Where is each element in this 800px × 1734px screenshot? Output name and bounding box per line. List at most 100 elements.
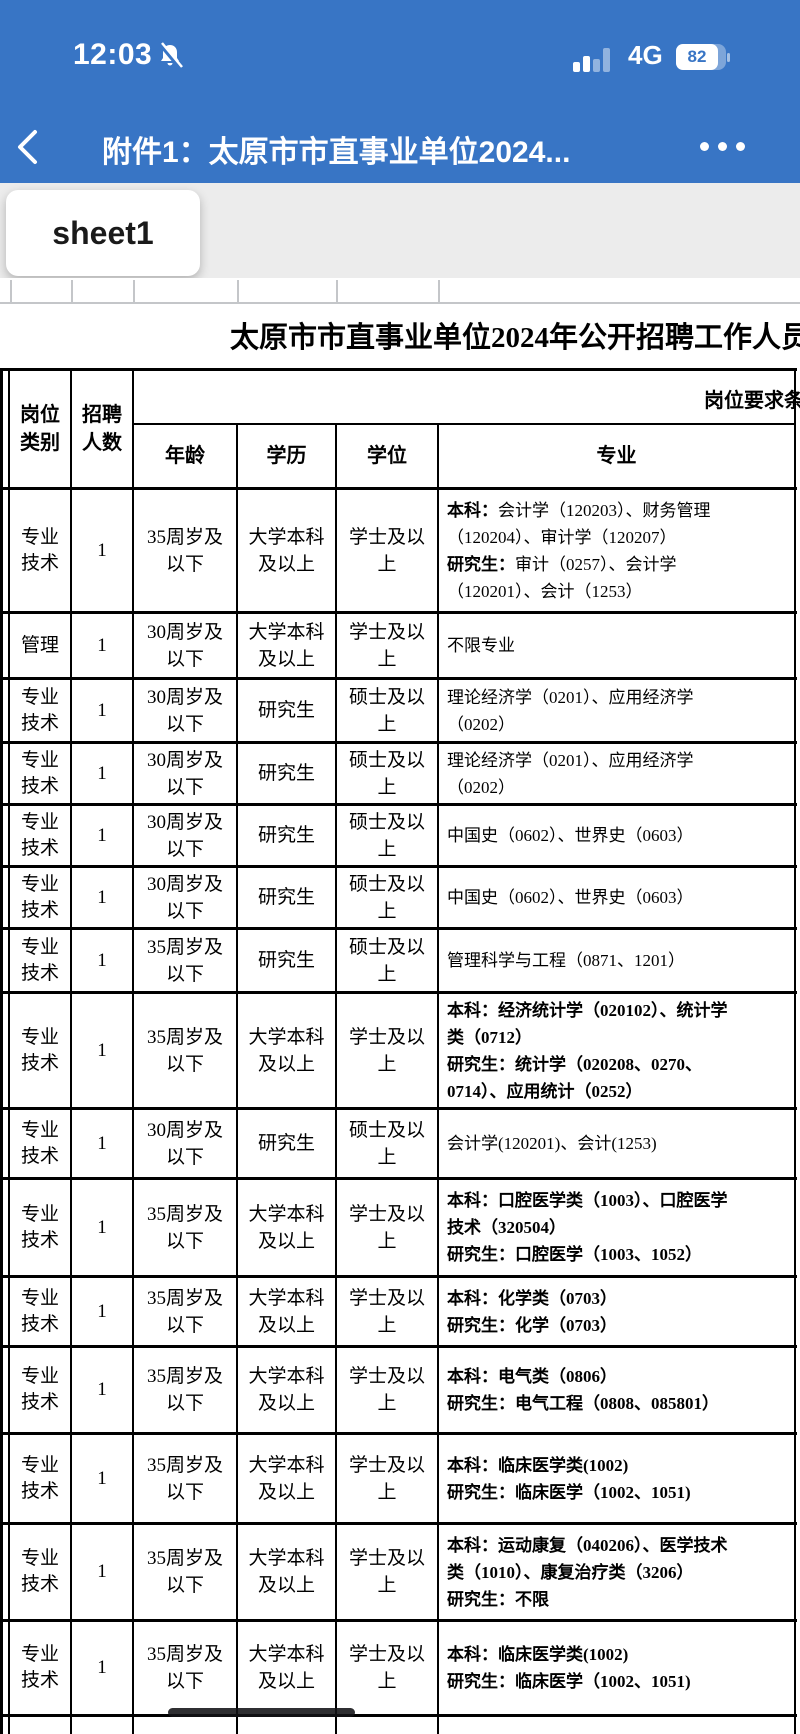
header-count-cell[interactable]: 招聘 人数 (72, 371, 134, 487)
cell-major[interactable]: 理论经济学（0201）、应用经济学 （0202） (439, 744, 796, 803)
header-major-cell[interactable]: 专业 (439, 425, 796, 487)
cell-edu[interactable]: 大学本科 及以上 (238, 614, 337, 677)
cell-degree[interactable]: 学士及以 上 (337, 490, 439, 611)
cell-edu[interactable]: 研究生 (238, 806, 337, 865)
cell-major[interactable]: 本科：临床医学类（1002）研究生：临床医学（1002、1051) (439, 1717, 796, 1734)
cell-edu[interactable]: 研究生 (238, 680, 337, 741)
header-category-cell[interactable]: 岗位 类别 (10, 371, 72, 487)
header-degree-cell[interactable]: 学位 (337, 425, 439, 487)
cell-count[interactable]: 1 (72, 1110, 134, 1177)
cell-degree[interactable]: 学士及以 上 (337, 1180, 439, 1275)
cell-degree[interactable]: 学士及以 上 (337, 1435, 439, 1522)
cell-count[interactable]: 1 (72, 930, 134, 991)
cell-degree[interactable]: 学士及以 上 (337, 1348, 439, 1432)
cell-category[interactable]: 专业 技术 (10, 1717, 72, 1734)
cell-edu[interactable]: 大学本科 及以上 (238, 1180, 337, 1275)
cell-degree[interactable]: 硕士及以 上 (337, 680, 439, 741)
cell-age[interactable]: 35周岁及 以下 (134, 1525, 238, 1619)
cell-count[interactable]: 1 (72, 1717, 134, 1734)
cell-edu[interactable]: 大学本科 及以上 (238, 1622, 337, 1714)
cell-age[interactable]: 35周岁及 以下 (134, 1348, 238, 1432)
cell-age[interactable]: 30周岁及 以下 (134, 680, 238, 741)
cell-degree[interactable]: 硕士及以 上 (337, 744, 439, 803)
header-edu-cell[interactable]: 学历 (238, 425, 337, 487)
cell-major[interactable]: 本科：化学类（0703） 研究生：化学（0703） (439, 1278, 796, 1345)
cell-category[interactable]: 专业 技术 (10, 806, 72, 865)
cell-count[interactable]: 1 (72, 806, 134, 865)
horizontal-scrollbar[interactable] (168, 1708, 355, 1717)
cell-edu[interactable]: 大学本科 及以上 (238, 1348, 337, 1432)
cell-count[interactable]: 1 (72, 614, 134, 677)
cell-count[interactable]: 1 (72, 1435, 134, 1522)
cell-category[interactable]: 专业 技术 (10, 1435, 72, 1522)
cell-category[interactable]: 管理 (10, 614, 72, 677)
cell-category[interactable]: 专业 技术 (10, 680, 72, 741)
cell-major[interactable]: 本科：运动康复（040206）、医学技术 类（1010）、康复治疗类（3206）研… (439, 1525, 796, 1619)
cell-edu[interactable]: 大学本科 及以上 (238, 490, 337, 611)
cell-major[interactable]: 理论经济学（0201）、应用经济学 （0202） (439, 680, 796, 741)
cell-edu[interactable]: 大学本科 及以上 (238, 1717, 337, 1734)
cell-age[interactable]: 30周岁及 以下 (134, 868, 238, 927)
cell-count[interactable]: 1 (72, 1622, 134, 1714)
cell-edu[interactable]: 研究生 (238, 868, 337, 927)
cell-category[interactable]: 专业 技术 (10, 1348, 72, 1432)
cell-major[interactable]: 本科：会计学（120203）、财务管理 （120204）、审计学（120207）研… (439, 490, 796, 611)
more-menu-icon[interactable] (700, 142, 745, 151)
cell-edu[interactable]: 大学本科 及以上 (238, 1435, 337, 1522)
cell-count[interactable]: 1 (72, 490, 134, 611)
cell-age[interactable]: 30周岁及 以下 (134, 1110, 238, 1177)
cell-edu[interactable]: 大学本科 及以上 (238, 994, 337, 1107)
cell-category[interactable]: 专业 技术 (10, 1180, 72, 1275)
cell-count[interactable]: 1 (72, 680, 134, 741)
cell-count[interactable]: 1 (72, 1348, 134, 1432)
cell-edu[interactable]: 研究生 (238, 930, 337, 991)
cell-degree[interactable]: 硕士及以 上 (337, 1110, 439, 1177)
cell-age[interactable]: 30周岁及 以下 (134, 744, 238, 803)
sheet-tab[interactable]: sheet1 (6, 190, 200, 276)
header-requirements-cell[interactable]: 岗位要求条件 (134, 371, 800, 425)
cell-degree[interactable]: 学士及以 上 (337, 1717, 439, 1734)
cell-count[interactable]: 1 (72, 994, 134, 1107)
cell-age[interactable]: 35周岁及 以下 (134, 1717, 238, 1734)
header-age-cell[interactable]: 年龄 (134, 425, 238, 487)
cell-count[interactable]: 1 (72, 868, 134, 927)
cell-major[interactable]: 本科：临床医学类(1002) 研究生：临床医学（1002、1051) (439, 1435, 796, 1522)
cell-age[interactable]: 35周岁及 以下 (134, 1180, 238, 1275)
cell-major[interactable]: 中国史（0602）、世界史（0603） (439, 868, 796, 927)
cell-major[interactable]: 中国史（0602）、世界史（0603） (439, 806, 796, 865)
cell-age[interactable]: 35周岁及 以下 (134, 994, 238, 1107)
cell-major[interactable]: 本科：经济统计学（020102）、统计学 类（0712） 研究生：统计学（02020… (439, 994, 796, 1107)
cell-degree[interactable]: 硕士及以 上 (337, 806, 439, 865)
cell-category[interactable]: 专业 技术 (10, 744, 72, 803)
cell-edu[interactable]: 大学本科 及以上 (238, 1525, 337, 1619)
cell-edu[interactable]: 研究生 (238, 1110, 337, 1177)
cell-count[interactable]: 1 (72, 1525, 134, 1619)
cell-degree[interactable]: 学士及以 上 (337, 614, 439, 677)
cell-category[interactable]: 专业 技术 (10, 930, 72, 991)
cell-category[interactable]: 专业 技术 (10, 1622, 72, 1714)
cell-age[interactable]: 35周岁及 以下 (134, 490, 238, 611)
cell-degree[interactable]: 硕士及以 上 (337, 930, 439, 991)
cell-age[interactable]: 35周岁及 以下 (134, 1278, 238, 1345)
cell-category[interactable]: 专业 技术 (10, 1110, 72, 1177)
cell-age[interactable]: 35周岁及 以下 (134, 930, 238, 991)
cell-category[interactable]: 专业 技术 (10, 1278, 72, 1345)
cell-age[interactable]: 35周岁及 以下 (134, 1622, 238, 1714)
cell-degree[interactable]: 学士及以 上 (337, 1622, 439, 1714)
cell-degree[interactable]: 学士及以 上 (337, 1278, 439, 1345)
cell-edu[interactable]: 研究生 (238, 744, 337, 803)
cell-degree[interactable]: 学士及以 上 (337, 994, 439, 1107)
cell-major[interactable]: 会计学(120201)、会计(1253) (439, 1110, 796, 1177)
cell-edu[interactable]: 大学本科 及以上 (238, 1278, 337, 1345)
cell-degree[interactable]: 学士及以 上 (337, 1525, 439, 1619)
cell-category[interactable]: 专业 技术 (10, 1525, 72, 1619)
cell-category[interactable]: 专业 技术 (10, 994, 72, 1107)
cell-count[interactable]: 1 (72, 1278, 134, 1345)
cell-major[interactable]: 不限专业 (439, 614, 796, 677)
cell-category[interactable]: 专业 技术 (10, 490, 72, 611)
back-chevron-icon[interactable] (14, 128, 40, 171)
cell-count[interactable]: 1 (72, 744, 134, 803)
cell-category[interactable]: 专业 技术 (10, 868, 72, 927)
cell-age[interactable]: 30周岁及 以下 (134, 614, 238, 677)
cell-age[interactable]: 30周岁及 以下 (134, 806, 238, 865)
